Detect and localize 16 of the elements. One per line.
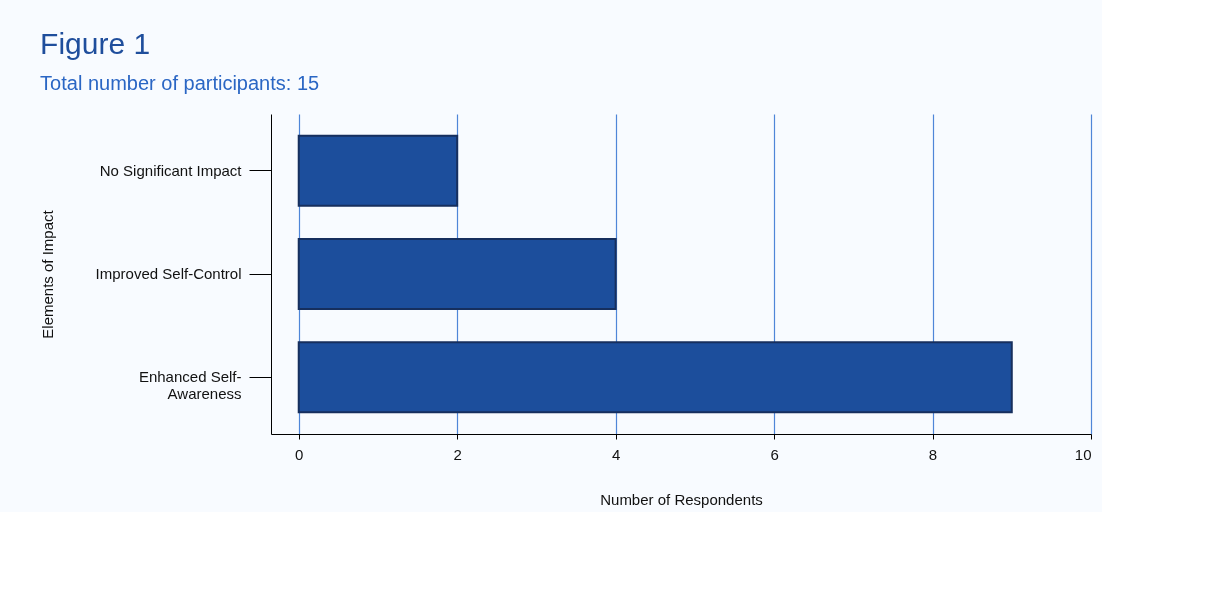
x-tick-label: 10 bbox=[1074, 445, 1092, 463]
chart-title: Figure 1 bbox=[40, 27, 151, 60]
bar bbox=[297, 134, 459, 207]
y-tick-label: Enhanced Self-Awareness bbox=[138, 368, 242, 403]
x-tick-label: 8 bbox=[928, 445, 938, 463]
y-tick-label: No Significant Impact bbox=[99, 161, 243, 179]
x-tick-label: 2 bbox=[453, 445, 462, 463]
y-tick-label: Improved Self-Control bbox=[95, 265, 242, 282]
bar bbox=[297, 238, 617, 310]
x-tick-label: 4 bbox=[611, 445, 621, 463]
x-tick-label: 6 bbox=[770, 445, 779, 463]
bar bbox=[297, 341, 1013, 414]
chart-subtitle: Total number of participants: 15 bbox=[40, 72, 320, 94]
x-axis-title: Number of Respondents bbox=[600, 490, 763, 508]
y-axis-title: Elements of Impact bbox=[38, 209, 56, 339]
x-tick-label: 0 bbox=[295, 445, 304, 463]
